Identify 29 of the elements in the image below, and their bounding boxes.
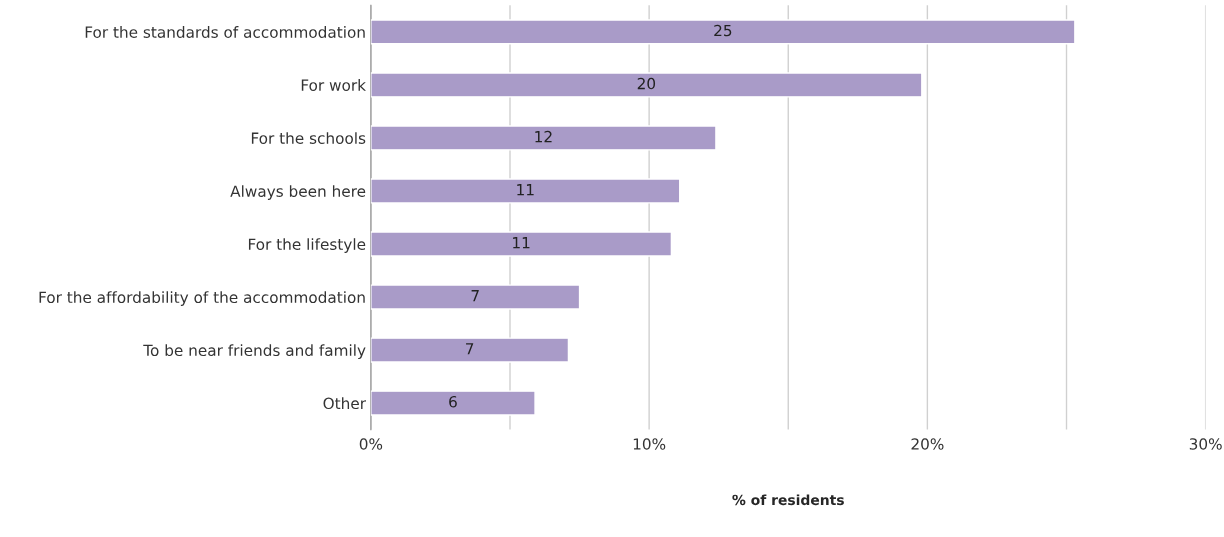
y-tick-label: For work [301,79,366,91]
data-label: 11 [517,184,534,196]
data-label: 6 [449,395,457,408]
data-label: 12 [535,130,552,143]
y-tick-label: To be near friends and family [143,344,366,360]
x-tick-label: 30% [1189,438,1222,450]
y-tick-label: For the lifestyle [248,238,366,253]
bar [370,231,673,257]
data-label: 7 [471,290,479,302]
bar [370,337,570,363]
y-tick-label: For the standards of accommodation [85,26,365,38]
data-label: 11 [513,237,530,249]
y-tick-label: Other [323,397,367,410]
bar [370,390,536,416]
x-tick-label: 10% [633,438,666,450]
x-tick-label: 20% [911,438,944,450]
data-label: 25 [714,24,732,37]
y-tick-label: Always been here [230,185,366,200]
bar [370,19,1076,45]
y-tick-label: For the affordability of the accommodation [39,291,365,307]
bar [370,178,681,204]
x-axis-title: % of residents [732,494,844,506]
x-tick-label: 0% [359,438,383,450]
data-label: 7 [466,343,474,355]
bar [370,72,923,98]
y-tick-label: For the schools [251,132,366,144]
bar [370,284,581,310]
bar [370,125,717,151]
data-label: 20 [637,77,656,90]
